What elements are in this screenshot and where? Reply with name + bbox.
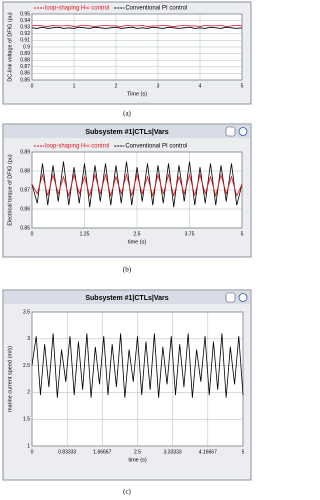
x-tick-label: 2.5 [134,231,141,237]
x-tick-label: 5 [242,449,245,455]
window-icon [225,126,236,137]
y-tick-label: 0.93 [20,25,30,31]
y-tick-label: 0.85 [20,225,30,231]
y-axis-label: marine current speed (m/s) [7,346,13,412]
x-axis-label: Time (s) [127,91,147,97]
x-tick-label: 4 [199,83,202,89]
series-line [31,26,243,29]
y-tick-label: 0.85 [20,77,30,83]
y-axis-label: DC-link voltage of DFIG (pu) [7,12,13,82]
x-tick-label: 0.83333 [58,449,76,455]
y-tick-label: 0.92 [20,31,30,37]
x-axis-label: time (s) [128,457,147,463]
legend-label: Conventional PI control [125,6,187,12]
x-tick-label: 3.75 [185,231,195,237]
caption: (b) [123,266,132,274]
y-tick-label: 2.5 [23,363,30,369]
series-line [31,333,244,398]
y-tick-label: 2 [27,390,30,396]
x-tick-label: 1 [73,83,76,89]
x-tick-label: 5 [241,231,244,237]
y-tick-label: 0.87 [20,187,30,193]
x-tick-label: 3.33333 [164,449,182,455]
x-tick-label: 0 [31,449,34,455]
y-tick-label: 0.9 [23,44,30,50]
x-tick-label: 3 [157,83,160,89]
caption: (c) [123,488,131,496]
window-icon [225,292,236,303]
y-tick-label: 0.91 [20,38,30,44]
title-bar [4,291,250,304]
y-tick-label: 0.88 [20,168,30,174]
y-tick-label: 0.86 [20,206,30,212]
y-tick-label: 0.94 [20,18,30,24]
x-tick-label: 2.5 [134,449,141,455]
x-tick-label: 4.16667 [199,449,217,455]
x-tick-label: 1.25 [80,231,90,237]
window-icon [238,293,248,302]
x-tick-label: 2 [115,83,118,89]
title-bar [4,125,250,138]
y-tick-label: 0.87 [20,64,30,70]
y-tick-label: 1.5 [23,417,30,423]
legend-label: Conventional PI control [125,144,187,150]
y-tick-label: 0.95 [20,11,30,17]
figure: 0.850.860.870.880.890.90.910.920.930.940… [2,1,252,496]
chart-title: Subsystem #1|CTLs|Vars [85,295,168,302]
y-tick-label: 3 [27,336,30,342]
chart-title: Subsystem #1|CTLs|Vars [85,129,168,136]
x-axis-label: time (s) [128,239,147,245]
caption: (a) [123,110,131,118]
y-tick-label: 0.86 [20,71,30,77]
y-tick-label: 0.88 [20,58,30,64]
series-line [31,173,243,198]
series-line [31,24,243,27]
legend-label: loop-shaping H∞ control [45,6,109,12]
x-tick-label: 0 [31,231,34,237]
y-tick-label: 1 [27,443,30,449]
x-tick-label: 5 [241,83,244,89]
window-icon [238,127,248,136]
legend-label: loop-shaping H∞ control [45,144,109,150]
x-tick-label: 1.66667 [93,449,111,455]
y-tick-label: 0.89 [20,51,30,57]
x-tick-label: 0 [31,83,34,89]
y-tick-label: 3.5 [23,309,30,315]
y-tick-label: 0.89 [20,149,30,155]
y-axis-label: Electrical torque of DFIG (pu) [7,154,13,226]
